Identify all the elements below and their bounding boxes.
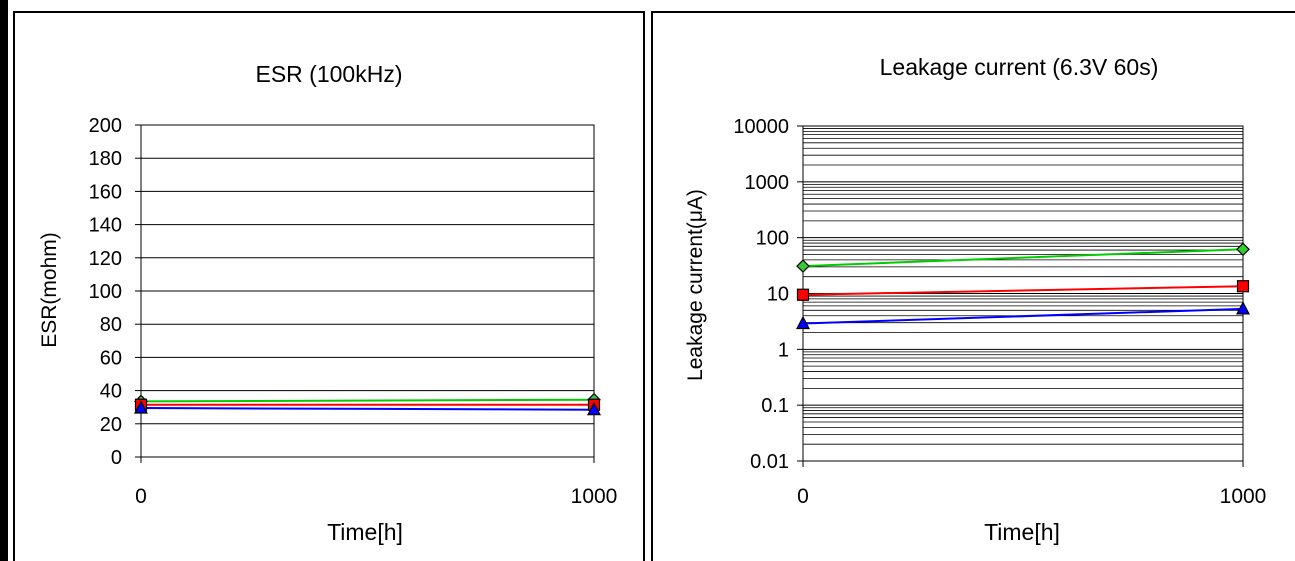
leakage-y-tick-label: 10000: [733, 116, 789, 138]
leakage-y-tick-label: 0.1: [761, 395, 789, 417]
leakage-y-tick-label: 0.01: [750, 451, 789, 473]
leakage-y-tick-label: 100: [756, 228, 789, 250]
leakage-y-tick-label: 10: [767, 284, 789, 306]
leakage-square-marker: [796, 288, 810, 301]
esr-y-tick-label: 200: [89, 115, 122, 137]
leakage-series-line: [802, 248, 1244, 268]
leakage-triangle-marker: [796, 315, 810, 330]
page-left-border: [0, 0, 8, 561]
esr-series-line: [140, 407, 595, 411]
leakage-x-axis-label: Time[h]: [984, 519, 1060, 545]
esr-triangle-marker: [587, 401, 601, 416]
leakage-chart-title: Leakage current (6.3V 60s): [880, 54, 1159, 80]
esr-y-tick-label: 60: [100, 347, 122, 369]
esr-triangle-marker: [134, 400, 148, 414]
esr-x-axis-label: Time[h]: [327, 519, 403, 545]
esr-y-tick-label: 0: [111, 447, 122, 469]
leakage-y-tick-label: 1000: [745, 172, 790, 194]
esr-y-tick-label: 160: [89, 181, 122, 203]
leakage-plot-area: 0.01 0.1 1 10 100 1000 10000: [733, 116, 1250, 473]
esr-y-tick-label: 120: [89, 248, 122, 270]
leakage-diamond-marker: [1236, 242, 1250, 257]
esr-y-tick-label: 20: [100, 414, 122, 436]
leakage-y-tick-label: 1: [778, 339, 789, 361]
leakage-x-tick-label: 1000: [1220, 485, 1267, 508]
esr-y-axis-label: ESR(mohm): [38, 232, 61, 348]
esr-y-tick-label: 140: [89, 215, 122, 237]
esr-y-tick-label: 100: [89, 281, 122, 303]
leakage-series-line: [802, 307, 1244, 325]
esr-y-tick-label: 40: [100, 381, 122, 403]
leakage-diamond-marker: [796, 259, 810, 273]
esr-x-tick-label: 0: [135, 485, 147, 508]
esr-y-tick-label: 180: [89, 148, 122, 170]
esr-y-tick-label: 80: [100, 314, 122, 336]
leakage-x-tick-label: 0: [797, 485, 809, 508]
esr-x-tick-label: 1000: [571, 485, 618, 508]
esr-series-line: [140, 398, 595, 403]
leakage-series-line: [802, 285, 1244, 296]
leakage-y-axis-label: Leakage current(μA): [684, 189, 707, 381]
leakage-square-marker: [1236, 280, 1250, 293]
esr-plot-area: 0 20 40 60 80 100 120 140 160 180 200: [89, 115, 601, 469]
leakage-triangle-marker: [1236, 301, 1250, 315]
esr-chart-title: ESR (100kHz): [256, 61, 403, 87]
